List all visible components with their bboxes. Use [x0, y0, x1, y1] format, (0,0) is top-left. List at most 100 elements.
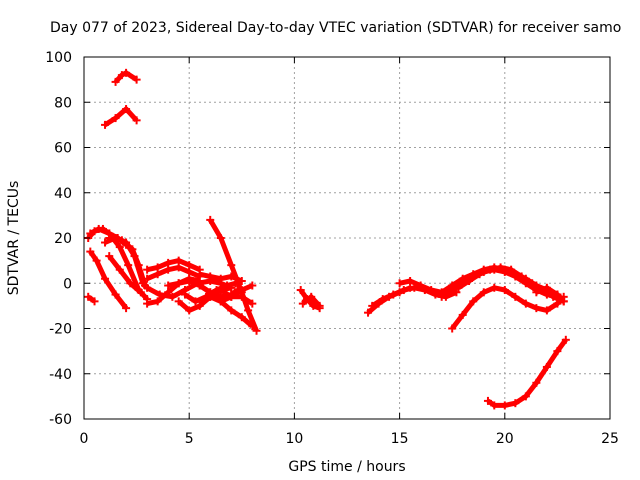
- y-tick-label: 20: [54, 231, 72, 247]
- x-tick-label: 0: [80, 431, 89, 447]
- y-tick-label: 100: [45, 50, 72, 66]
- data-point: [364, 308, 373, 317]
- data-point: [427, 286, 436, 295]
- data-point: [185, 267, 194, 276]
- data-point: [111, 290, 120, 299]
- data-point: [237, 286, 246, 295]
- data-point: [368, 301, 377, 310]
- data-point: [521, 299, 530, 308]
- data-point: [105, 252, 114, 261]
- data-point: [185, 261, 194, 270]
- chart-title: Day 077 of 2023, Sidereal Day-to-day VTE…: [50, 20, 621, 36]
- data-point: [124, 261, 133, 270]
- data-point: [101, 238, 110, 247]
- data-point: [216, 297, 225, 306]
- data-point: [532, 288, 541, 297]
- data-point: [206, 292, 215, 301]
- data-point: [174, 297, 183, 306]
- data-point: [84, 292, 93, 301]
- data-point: [115, 243, 124, 252]
- data-point: [248, 281, 257, 290]
- data-point: [475, 270, 484, 279]
- data-point: [389, 290, 398, 299]
- data-point: [315, 301, 324, 310]
- data-point: [542, 283, 551, 292]
- data-point: [126, 279, 135, 288]
- data-point: [195, 270, 204, 279]
- data-point: [237, 313, 246, 322]
- data-point: [307, 292, 316, 301]
- data-point: [553, 347, 562, 356]
- data-point: [479, 288, 488, 297]
- data-point: [195, 281, 204, 290]
- data-point: [122, 68, 131, 77]
- data-point: [517, 272, 526, 281]
- data-point: [454, 283, 463, 292]
- data-point: [511, 399, 520, 408]
- data-point: [399, 286, 408, 295]
- data-point: [92, 256, 101, 265]
- data-point: [500, 401, 509, 410]
- data-point: [252, 326, 261, 335]
- data-point: [153, 297, 162, 306]
- series-s22: [298, 288, 321, 311]
- data-point: [101, 120, 110, 129]
- data-point: [244, 306, 253, 315]
- data-point: [164, 281, 173, 290]
- data-point: [86, 247, 95, 256]
- data-point: [227, 261, 236, 270]
- data-point: [416, 281, 425, 290]
- data-point: [132, 116, 141, 125]
- data-point: [86, 229, 95, 238]
- data-point: [94, 224, 103, 233]
- y-tick-label: -20: [49, 322, 72, 338]
- data-point: [532, 304, 541, 313]
- data-point: [134, 261, 143, 270]
- series-s18: [198, 283, 254, 329]
- data-point: [185, 306, 194, 315]
- y-tick-label: -60: [49, 412, 72, 428]
- data-point: [511, 292, 520, 301]
- data-point: [227, 306, 236, 315]
- y-axis-label: SDTVAR / TECUs: [6, 181, 22, 296]
- grid-layer: [84, 57, 610, 419]
- data-point: [174, 263, 183, 272]
- data-point: [528, 279, 537, 288]
- data-point: [143, 265, 152, 274]
- data-point: [168, 292, 177, 301]
- data-point: [437, 292, 446, 301]
- data-point: [174, 279, 183, 288]
- data-point: [448, 324, 457, 333]
- y-tick-label: 60: [54, 141, 72, 157]
- data-point: [490, 283, 499, 292]
- data-point: [486, 265, 495, 274]
- x-axis-label: GPS time / hours: [288, 459, 405, 475]
- data-point: [490, 401, 499, 410]
- data-point: [542, 362, 551, 371]
- series-s2: [113, 70, 138, 84]
- series-s1: [103, 106, 139, 128]
- data-point: [101, 274, 110, 283]
- data-point: [90, 297, 99, 306]
- y-tick-label: -40: [49, 367, 72, 383]
- data-point: [507, 265, 516, 274]
- data-point: [227, 292, 236, 301]
- data-point: [174, 256, 183, 265]
- data-point: [164, 258, 173, 267]
- data-point: [248, 299, 257, 308]
- data-point: [136, 288, 145, 297]
- data-point: [153, 270, 162, 279]
- data-point: [164, 265, 173, 274]
- series-s28: [450, 285, 566, 331]
- data-point: [559, 297, 568, 306]
- data-point: [448, 286, 457, 295]
- data-point: [465, 276, 474, 285]
- data-point: [378, 295, 387, 304]
- y-tick-label: 40: [54, 186, 72, 202]
- data-point: [180, 290, 189, 299]
- data-point: [521, 392, 530, 401]
- data-point: [117, 71, 126, 80]
- data-point: [561, 335, 570, 344]
- data-point: [500, 286, 509, 295]
- data-point: [185, 276, 194, 285]
